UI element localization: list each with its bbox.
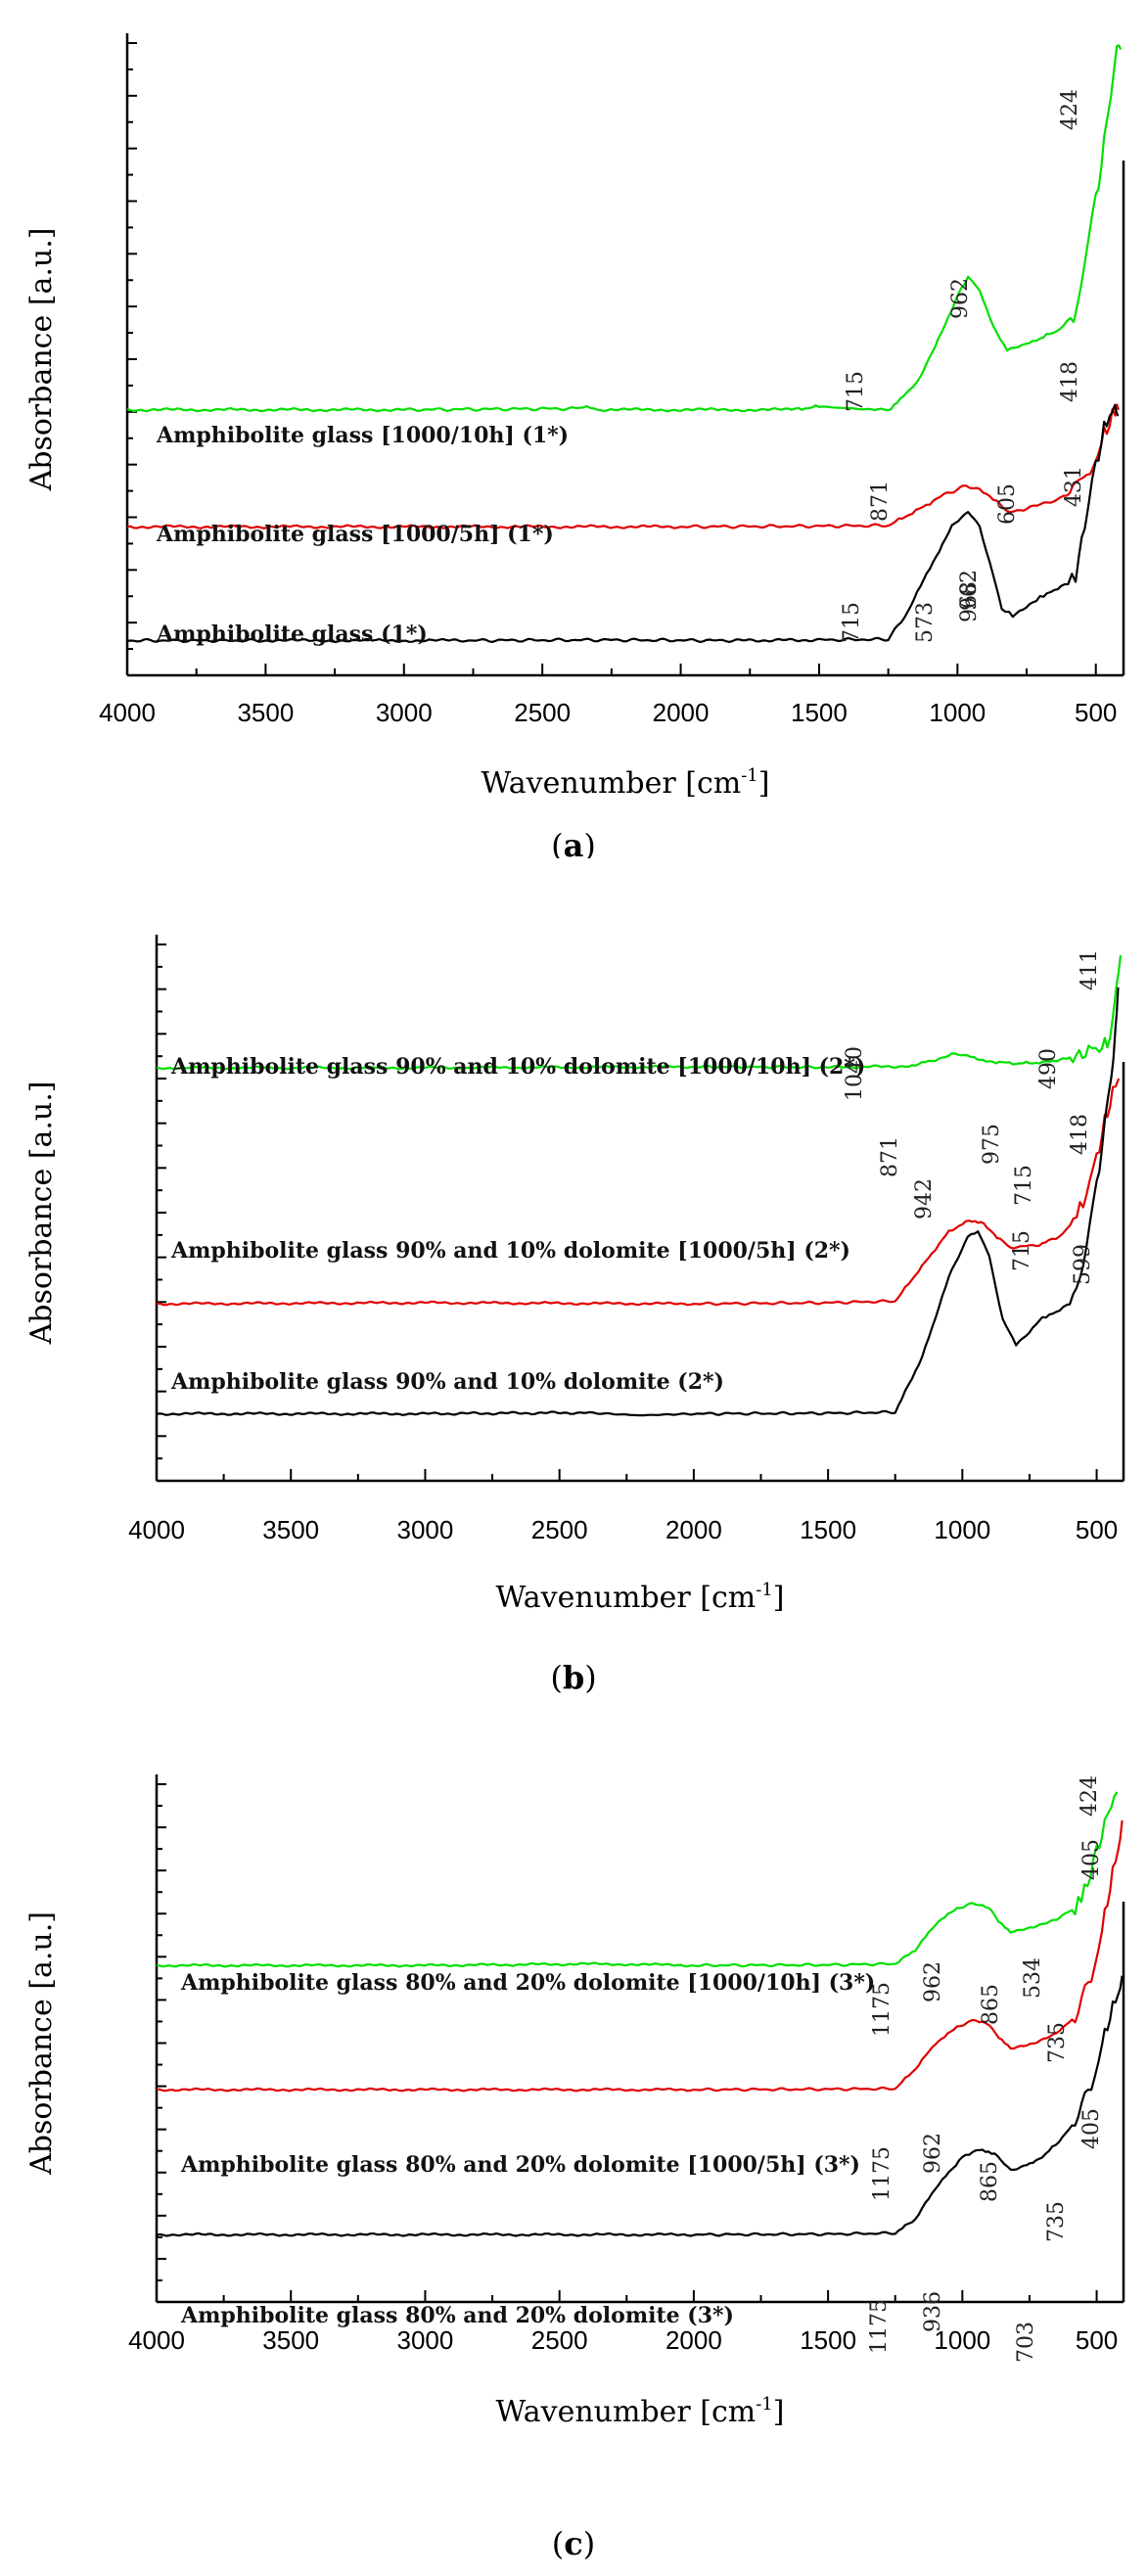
series-label-2: Amphibolite glass 80% and 20% dolomite [… [180,2152,860,2178]
peak-label: 534 [1021,1957,1045,1999]
x-axis-title: Wavenumber [cm-1] [482,765,770,801]
x-tick-label: 500 [1076,2325,1118,2355]
peak-label: 599 [1071,1244,1095,1285]
peak-label: 1175 [867,2299,892,2354]
peak-label: 715 [1012,1165,1036,1206]
x-tick-label: 2500 [531,2325,588,2355]
x-tick-label: 2000 [665,1515,722,1544]
peak-label: 1175 [870,2146,895,2201]
peak-label: 975 [980,1124,1004,1165]
peak-label: 411 [1078,949,1102,990]
peak-label: 490 [1036,1048,1061,1089]
x-tick-label: 500 [1075,698,1117,727]
chart-panel-a: 4000 3500 3000 2500 2000 1500 1000 500 Wavenumbe… [24,33,1125,858]
peak-label: 715 [844,371,868,412]
series-label-1: Amphibolite glass 80% and 20% dolomite [… [180,1970,875,1996]
peak-label: 962 [948,278,973,319]
series-line-1 [126,44,1123,413]
series-label-3: Amphibolite glass (1*) [156,621,428,647]
x-tick-label: 2000 [653,698,710,727]
x-tick-label: 4000 [128,1515,185,1544]
x-tick-label: 2500 [531,1515,588,1544]
peak-label: 871 [878,1136,902,1177]
peak-label: 865 [978,2161,1002,2202]
x-tick-label: 3000 [376,698,433,727]
series-label-3: Amphibolite glass 80% and 20% dolomite (… [180,2303,734,2328]
x-tick-label: 3000 [397,2325,454,2355]
series-line-3 [126,403,1120,644]
x-tick-label: 500 [1076,1515,1118,1544]
peak-label: 735 [1045,2022,1070,2063]
series-line-2 [127,403,1120,529]
peak-label: 715 [840,602,864,643]
x-tick-label: 1000 [934,2325,990,2355]
peak-label: 431 [1062,466,1086,507]
peak-label: 865 [979,1984,1003,2025]
x-tick-label: 1500 [800,1515,856,1544]
y-axis-title: Absorbance [a.u.] [24,1081,59,1346]
peak-label: 962 [957,570,982,611]
series-label-1: Amphibolite glass [1000/10h] (1*) [156,423,569,448]
x-tick-label: 4000 [99,698,156,727]
series-label-2: Amphibolite glass 90% and 10% dolomite [… [170,1238,850,1264]
y-axis-title: Absorbance [a.u.] [24,1911,59,2176]
series-label-3: Amphibolite glass 90% and 10% dolomite (… [170,1369,724,1395]
x-tick-label: 2500 [514,698,571,727]
x-tick-label: 1000 [929,698,986,727]
peak-label: 968 [957,581,982,622]
panel-label: (b) [550,1659,596,1696]
x-axis-title: Wavenumber [cm-1] [496,1580,785,1615]
x-tick-label: 4000 [128,2325,185,2355]
peak-label: 573 [913,602,938,643]
peak-label: 1040 [843,1046,867,1101]
series-label-2: Amphibolite glass [1000/5h] (1*) [156,522,554,547]
series-label-1: Amphibolite glass 90% and 10% dolomite [… [170,1054,865,1080]
peak-label: 962 [921,1961,945,2002]
peak-label: 418 [1058,361,1082,402]
x-axis-title: Wavenumber [cm-1] [496,2394,785,2429]
panel-label: (c) [552,2525,595,2562]
series-line-3 [156,1975,1124,2237]
peak-label: 715 [1010,1230,1034,1271]
x-tick-label: 3500 [262,1515,319,1544]
x-tick-label: 1000 [934,1515,990,1544]
x-tick-label: 3500 [237,698,294,727]
series-line-1 [156,954,1123,1071]
peak-label: 424 [1078,1775,1102,1817]
x-tick-label: 1500 [800,2325,856,2355]
series-line-3 [156,987,1120,1417]
series-line-1 [156,1791,1119,1968]
x-tick-label: 1500 [791,698,848,727]
peak-label: 871 [868,481,893,522]
peak-label: 1175 [870,1982,895,2037]
peak-label: 962 [921,2133,945,2174]
peak-label: 418 [1068,1114,1092,1155]
chart-panel-b: 4000 3500 3000 2500 2000 1500 1000 500 Wavenumbe… [24,935,1125,1696]
peak-label: 735 [1044,2201,1069,2242]
chart-panel-c: 4000 3500 3000 2500 2000 1500 1000 500 Wavenumbe… [24,1774,1125,2562]
peak-label: 942 [912,1178,937,1219]
series-line-2 [157,1078,1121,1307]
peak-label: 605 [995,483,1020,525]
x-tick-label: 3000 [397,1515,454,1544]
peak-label: 405 [1079,1839,1104,1880]
y-axis-title: Absorbance [a.u.] [24,228,59,492]
x-tick-label: 2000 [665,2325,722,2355]
peak-label: 936 [921,2291,945,2332]
series-line-2 [157,1819,1124,2093]
peak-label: 424 [1058,89,1082,130]
peak-label: 405 [1079,2108,1104,2149]
panel-label: (a) [551,827,596,858]
peak-label: 703 [1014,2322,1038,2363]
x-tick-label: 3500 [262,2325,319,2355]
